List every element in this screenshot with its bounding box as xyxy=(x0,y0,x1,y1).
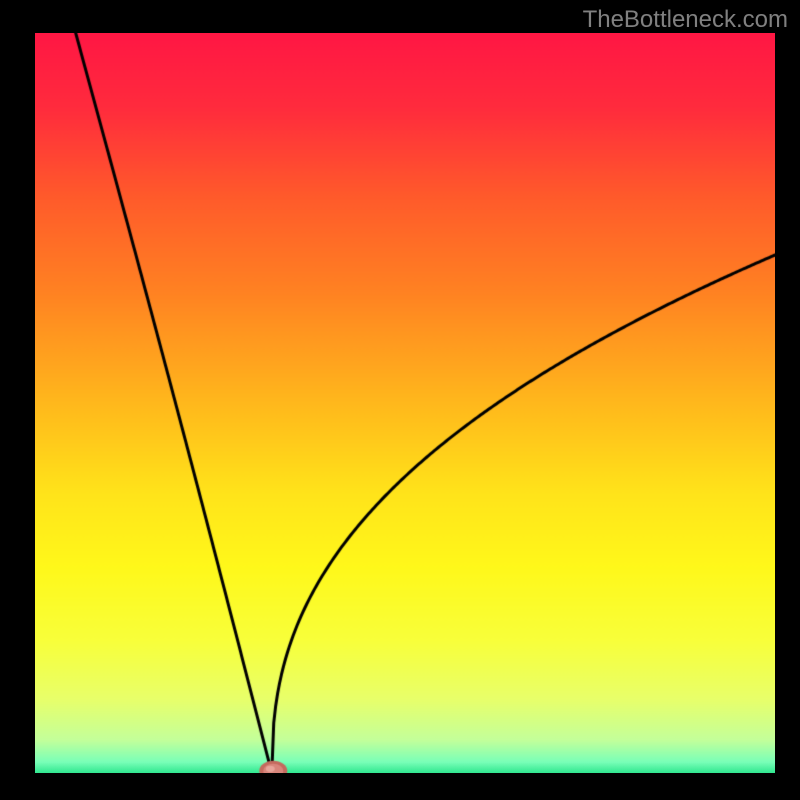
chart-plot-area xyxy=(35,33,775,773)
bottleneck-curve-chart xyxy=(35,33,775,773)
watermark-text: TheBottleneck.com xyxy=(583,6,788,34)
